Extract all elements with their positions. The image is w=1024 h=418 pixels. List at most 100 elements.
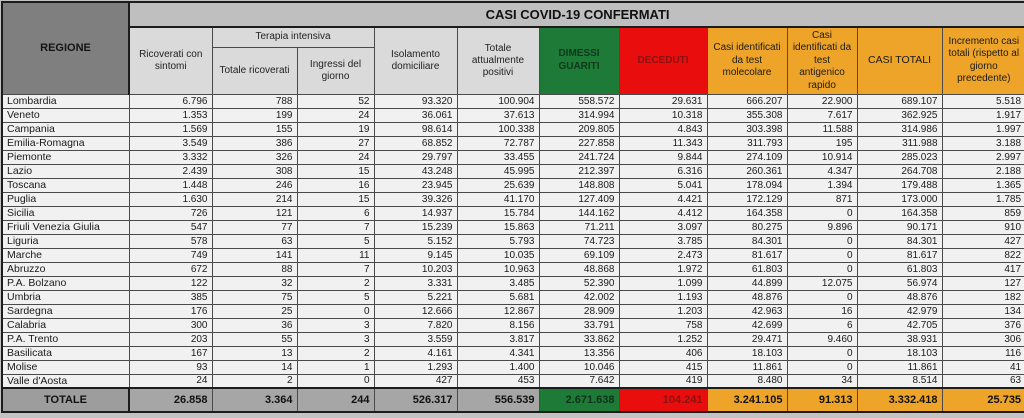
value-cell: 758 bbox=[618, 317, 708, 333]
value-cell: 32 bbox=[211, 275, 298, 291]
value-cell: 0 bbox=[296, 373, 375, 389]
value-cell: 127.409 bbox=[538, 191, 620, 207]
value-cell: 726 bbox=[128, 205, 213, 221]
value-cell: 84.301 bbox=[706, 233, 788, 249]
value-cell: 1.353 bbox=[128, 107, 213, 123]
value-cell: 871 bbox=[786, 191, 858, 207]
region-name-cell: Lombardia bbox=[1, 93, 130, 109]
value-cell: 9.844 bbox=[618, 149, 708, 165]
value-cell: 25 bbox=[211, 303, 298, 319]
value-cell: 42.979 bbox=[856, 303, 943, 319]
table-row: Sardegna 176 25 0 12.666 12.867 28.909 1.203 42.… bbox=[1, 303, 1024, 319]
value-cell: 3.785 bbox=[618, 233, 708, 249]
value-cell: 4.161 bbox=[373, 345, 458, 361]
value-cell: 859 bbox=[941, 205, 1024, 221]
value-cell: 2.188 bbox=[941, 163, 1024, 179]
value-cell: 11.861 bbox=[856, 359, 943, 375]
value-cell: 52.390 bbox=[538, 275, 620, 291]
totale-casi-test-antigenico: 91.313 bbox=[786, 387, 858, 413]
value-cell: 11 bbox=[296, 247, 375, 263]
value-cell: 2.473 bbox=[618, 247, 708, 263]
value-cell: 5.041 bbox=[618, 177, 708, 193]
value-cell: 15 bbox=[296, 191, 375, 207]
value-cell: 23.945 bbox=[373, 177, 458, 193]
value-cell: 25.639 bbox=[456, 177, 540, 193]
value-cell: 406 bbox=[618, 345, 708, 361]
value-cell: 7.820 bbox=[373, 317, 458, 333]
value-cell: 1.569 bbox=[128, 121, 213, 137]
value-cell: 172.129 bbox=[706, 191, 788, 207]
value-cell: 3.097 bbox=[618, 219, 708, 235]
region-name-cell: Piemonte bbox=[1, 149, 130, 165]
value-cell: 167 bbox=[128, 345, 213, 361]
value-cell: 80.275 bbox=[706, 219, 788, 235]
value-cell: 42.705 bbox=[856, 317, 943, 333]
value-cell: 84.301 bbox=[856, 233, 943, 249]
region-name-cell: Valle d'Aosta bbox=[1, 373, 130, 389]
value-cell: 419 bbox=[618, 373, 708, 389]
value-cell: 9.896 bbox=[786, 219, 858, 235]
value-cell: 10.318 bbox=[618, 107, 708, 123]
value-cell: 10.914 bbox=[786, 149, 858, 165]
value-cell: 7.642 bbox=[538, 373, 620, 389]
value-cell: 56.974 bbox=[856, 275, 943, 291]
value-cell: 148.808 bbox=[538, 177, 620, 193]
column-header-casi-test-antigenico: Casi identificati da test antigenico rap… bbox=[786, 26, 858, 95]
value-cell: 8.156 bbox=[456, 317, 540, 333]
region-name-cell: Lazio bbox=[1, 163, 130, 179]
value-cell: 910 bbox=[941, 219, 1024, 235]
table-row: Lombardia 6.796 788 52 93.320 100.904 558.572 2… bbox=[1, 93, 1024, 109]
totale-deceduti: 104.241 bbox=[618, 387, 708, 413]
value-cell: 43.248 bbox=[373, 163, 458, 179]
region-name-cell: P.A. Bolzano bbox=[1, 275, 130, 291]
value-cell: 2 bbox=[296, 275, 375, 291]
value-cell: 121 bbox=[211, 205, 298, 221]
value-cell: 38.931 bbox=[856, 331, 943, 347]
value-cell: 3.332 bbox=[128, 149, 213, 165]
value-cell: 81.617 bbox=[706, 247, 788, 263]
header-group-row: Ricoverati con sintomi Terapia intensiva… bbox=[2, 26, 1024, 95]
table-row: Sicilia 726 121 6 14.937 15.784 144.162 4.412 16… bbox=[1, 205, 1024, 221]
value-cell: 19 bbox=[296, 121, 375, 137]
value-cell: 93 bbox=[128, 359, 213, 375]
value-cell: 3.559 bbox=[373, 331, 458, 347]
value-cell: 578 bbox=[128, 233, 213, 249]
value-cell: 44.899 bbox=[706, 275, 788, 291]
value-cell: 6 bbox=[296, 205, 375, 221]
value-cell: 285.023 bbox=[856, 149, 943, 165]
table-row: Puglia 1.630 214 15 39.326 41.170 127.409 4.421… bbox=[1, 191, 1024, 207]
value-cell: 689.107 bbox=[856, 93, 943, 109]
value-cell: 246 bbox=[211, 177, 298, 193]
value-cell: 36 bbox=[211, 317, 298, 333]
value-cell: 37.613 bbox=[456, 107, 540, 123]
value-cell: 15 bbox=[296, 163, 375, 179]
value-cell: 48.876 bbox=[706, 289, 788, 305]
value-cell: 69.109 bbox=[538, 247, 620, 263]
totale-attualmente-positivi: 556.539 bbox=[456, 387, 540, 413]
region-name-cell: Emilia-Romagna bbox=[1, 135, 130, 151]
value-cell: 0 bbox=[786, 261, 858, 277]
table-row: Umbria 385 75 5 5.221 5.681 42.002 1.193 48.876 0… bbox=[1, 289, 1024, 305]
value-cell: 7 bbox=[296, 219, 375, 235]
value-cell: 427 bbox=[373, 373, 458, 389]
value-cell: 1.252 bbox=[618, 331, 708, 347]
value-cell: 1.394 bbox=[786, 177, 858, 193]
value-cell: 1.972 bbox=[618, 261, 708, 277]
totale-terapia-intensiva: 3.364 bbox=[211, 387, 298, 413]
value-cell: 1.785 bbox=[941, 191, 1024, 207]
value-cell: 41 bbox=[941, 359, 1024, 375]
value-cell: 1.917 bbox=[941, 107, 1024, 123]
value-cell: 68.852 bbox=[373, 135, 458, 151]
value-cell: 260.361 bbox=[706, 163, 788, 179]
value-cell: 355.308 bbox=[706, 107, 788, 123]
value-cell: 788 bbox=[211, 93, 298, 109]
value-cell: 4.347 bbox=[786, 163, 858, 179]
value-cell: 7 bbox=[296, 261, 375, 277]
value-cell: 427 bbox=[941, 233, 1024, 249]
value-cell: 453 bbox=[456, 373, 540, 389]
value-cell: 164.358 bbox=[706, 205, 788, 221]
value-cell: 8.514 bbox=[856, 373, 943, 389]
value-cell: 155 bbox=[211, 121, 298, 137]
value-cell: 203 bbox=[128, 331, 213, 347]
value-cell: 3.485 bbox=[456, 275, 540, 291]
